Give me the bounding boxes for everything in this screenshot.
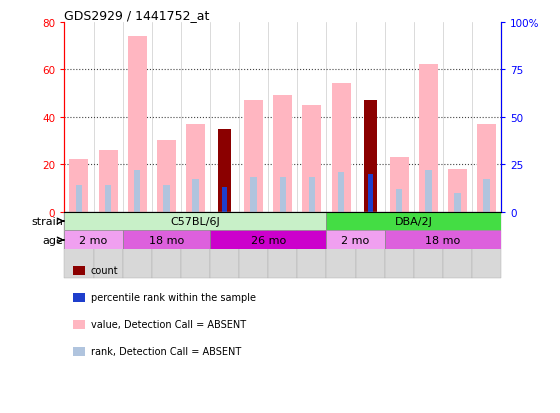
Bar	[222, 188, 227, 212]
Bar	[390, 158, 409, 212]
Text: 18 mo: 18 mo	[149, 235, 184, 245]
Bar	[419, 65, 438, 212]
Bar	[250, 178, 257, 212]
Bar	[76, 185, 82, 212]
Bar	[454, 193, 461, 212]
Bar	[105, 185, 111, 212]
Bar	[163, 185, 170, 212]
Bar	[210, 212, 239, 278]
Bar	[483, 180, 490, 212]
Bar	[326, 212, 501, 231]
Bar	[385, 212, 414, 278]
Bar	[414, 212, 443, 278]
Bar	[448, 169, 467, 212]
Bar	[326, 231, 385, 250]
Bar	[244, 101, 263, 212]
Text: 18 mo: 18 mo	[426, 235, 460, 245]
Bar	[186, 124, 205, 212]
Bar	[64, 231, 123, 250]
Text: percentile rank within the sample: percentile rank within the sample	[91, 292, 256, 302]
Text: DBA/2J: DBA/2J	[395, 216, 433, 226]
Bar	[181, 212, 210, 278]
Text: age: age	[42, 235, 63, 245]
Bar	[157, 141, 176, 212]
Text: 26 mo: 26 mo	[251, 235, 286, 245]
Bar	[472, 212, 501, 278]
Bar	[128, 37, 147, 212]
Bar	[123, 212, 152, 278]
Text: C57BL/6J: C57BL/6J	[171, 216, 220, 226]
Bar	[302, 106, 321, 212]
Text: strain: strain	[31, 216, 63, 226]
Bar	[210, 231, 326, 250]
Bar	[326, 212, 356, 278]
Bar	[425, 170, 432, 212]
Bar	[69, 160, 88, 212]
Bar	[338, 172, 344, 212]
Text: 2 mo: 2 mo	[80, 235, 108, 245]
Text: value, Detection Call = ABSENT: value, Detection Call = ABSENT	[91, 319, 246, 329]
Bar	[367, 174, 373, 212]
Text: 2 mo: 2 mo	[342, 235, 370, 245]
Text: rank, Detection Call = ABSENT: rank, Detection Call = ABSENT	[91, 346, 241, 356]
Bar	[123, 231, 210, 250]
Bar	[279, 178, 286, 212]
Bar	[385, 231, 501, 250]
Bar	[64, 212, 94, 278]
Bar	[268, 212, 297, 278]
Bar	[356, 212, 385, 278]
Bar	[396, 189, 403, 212]
Bar	[64, 212, 326, 231]
Bar	[309, 178, 315, 212]
Bar	[239, 212, 268, 278]
Bar	[192, 180, 199, 212]
Bar	[297, 212, 326, 278]
Text: GDS2929 / 1441752_at: GDS2929 / 1441752_at	[64, 9, 210, 21]
Bar	[443, 212, 472, 278]
Bar	[94, 212, 123, 278]
Bar	[273, 96, 292, 212]
Bar	[477, 124, 496, 212]
Bar	[363, 101, 377, 212]
Text: count: count	[91, 266, 118, 275]
Bar	[152, 212, 181, 278]
Bar	[332, 84, 351, 212]
Bar	[218, 129, 231, 212]
Bar	[99, 150, 118, 212]
Bar	[134, 170, 141, 212]
